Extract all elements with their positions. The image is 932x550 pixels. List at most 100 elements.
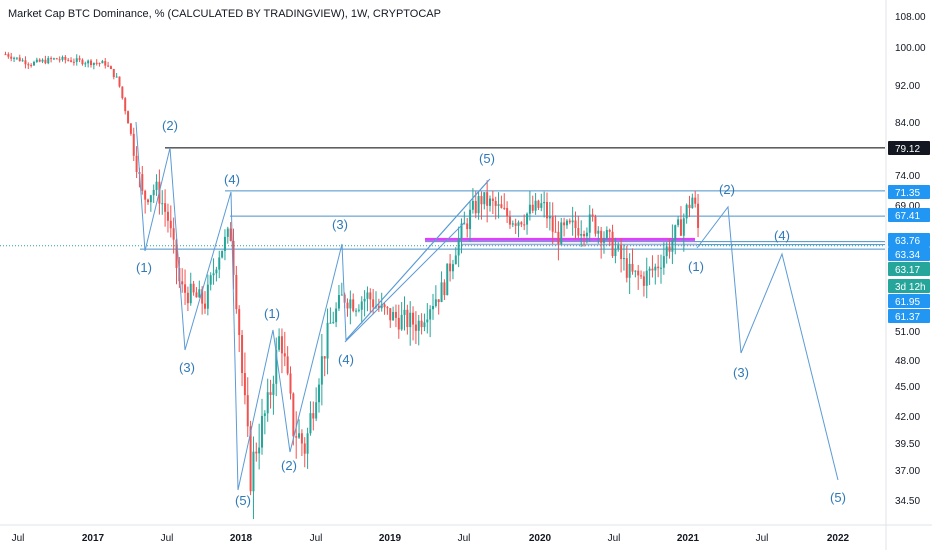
- price-tag[interactable]: [888, 309, 930, 323]
- candle-body[interactable]: [372, 299, 375, 308]
- candle-body[interactable]: [554, 231, 557, 233]
- candle-body[interactable]: [369, 292, 372, 300]
- candle-body[interactable]: [603, 238, 605, 243]
- candle-body[interactable]: [489, 198, 491, 206]
- candle-body[interactable]: [697, 203, 700, 228]
- candle-body[interactable]: [332, 322, 335, 324]
- candle-body[interactable]: [235, 274, 238, 310]
- candle-body[interactable]: [537, 200, 540, 208]
- candle-body[interactable]: [238, 309, 241, 336]
- candle-body[interactable]: [340, 294, 343, 296]
- candle-body[interactable]: [184, 284, 187, 293]
- candle-body[interactable]: [563, 222, 566, 226]
- candle-body[interactable]: [417, 320, 420, 331]
- candle-body[interactable]: [523, 224, 526, 226]
- candle-body[interactable]: [437, 299, 440, 303]
- candle-body[interactable]: [677, 219, 680, 226]
- candle-body[interactable]: [508, 216, 511, 225]
- candle-body[interactable]: [389, 308, 392, 321]
- candle-body[interactable]: [440, 282, 443, 303]
- candle-body[interactable]: [469, 209, 472, 230]
- candle-body[interactable]: [95, 62, 98, 64]
- candle-body[interactable]: [75, 58, 78, 62]
- candle-body[interactable]: [494, 201, 497, 206]
- candle-body[interactable]: [318, 384, 320, 403]
- candle-body[interactable]: [226, 228, 229, 237]
- candle-body[interactable]: [147, 199, 149, 203]
- candle-body[interactable]: [323, 356, 326, 359]
- candle-body[interactable]: [454, 255, 457, 265]
- candle-body[interactable]: [506, 208, 509, 217]
- candle-body[interactable]: [306, 433, 309, 454]
- candle-body[interactable]: [283, 353, 286, 357]
- candle-body[interactable]: [241, 335, 244, 374]
- magenta-zone[interactable]: [425, 237, 695, 241]
- candle-body[interactable]: [409, 312, 412, 328]
- candle-body[interactable]: [70, 60, 73, 62]
- candle-body[interactable]: [41, 59, 44, 62]
- candle-body[interactable]: [186, 292, 189, 304]
- candle-body[interactable]: [58, 59, 61, 61]
- candle-body[interactable]: [35, 59, 38, 62]
- candle-body[interactable]: [272, 383, 275, 395]
- candle-body[interactable]: [651, 268, 654, 271]
- candle-body[interactable]: [392, 311, 395, 321]
- candle-body[interactable]: [84, 63, 87, 65]
- candle-body[interactable]: [263, 413, 266, 416]
- candle-body[interactable]: [491, 198, 494, 202]
- price-tag[interactable]: [888, 294, 930, 308]
- candle-body[interactable]: [295, 436, 298, 438]
- candle-body[interactable]: [252, 451, 255, 492]
- candle-body[interactable]: [55, 58, 58, 60]
- candle-body[interactable]: [534, 200, 537, 211]
- candle-body[interactable]: [326, 322, 329, 359]
- candle-body[interactable]: [38, 59, 41, 62]
- price-tag[interactable]: [888, 279, 930, 293]
- candle-body[interactable]: [298, 433, 301, 438]
- candle-body[interactable]: [460, 223, 463, 239]
- candle-body[interactable]: [608, 230, 611, 232]
- candle-body[interactable]: [594, 216, 597, 234]
- candle-body[interactable]: [588, 214, 591, 233]
- candle-body[interactable]: [679, 219, 682, 236]
- candle-body[interactable]: [451, 264, 454, 272]
- candle-body[interactable]: [206, 284, 209, 309]
- candle-body[interactable]: [15, 57, 18, 59]
- candle-body[interactable]: [181, 281, 184, 285]
- candle-body[interactable]: [628, 263, 631, 278]
- candle-body[interactable]: [355, 310, 358, 312]
- candle-body[interactable]: [30, 64, 33, 66]
- candle-body[interactable]: [312, 413, 315, 419]
- candle-body[interactable]: [212, 273, 215, 276]
- price-tag[interactable]: [888, 262, 930, 276]
- candle-body[interactable]: [580, 234, 583, 236]
- candle-body[interactable]: [668, 246, 671, 252]
- candle-body[interactable]: [21, 60, 24, 62]
- candle-body[interactable]: [7, 54, 10, 57]
- candle-body[interactable]: [660, 267, 662, 269]
- candle-body[interactable]: [694, 197, 697, 204]
- candle-body[interactable]: [255, 451, 258, 454]
- candle-body[interactable]: [152, 189, 155, 196]
- candle-body[interactable]: [166, 211, 169, 221]
- candle-body[interactable]: [161, 203, 164, 205]
- candle-body[interactable]: [423, 322, 426, 328]
- candle-body[interactable]: [443, 282, 446, 296]
- candle-body[interactable]: [33, 61, 35, 66]
- candle-body[interactable]: [682, 218, 685, 236]
- candle-body[interactable]: [320, 356, 323, 385]
- candle-body[interactable]: [175, 239, 178, 268]
- candle-body[interactable]: [223, 236, 226, 251]
- candle-body[interactable]: [315, 402, 318, 419]
- candle-body[interactable]: [540, 203, 543, 208]
- candle-body[interactable]: [400, 314, 403, 330]
- candle-body[interactable]: [52, 58, 55, 60]
- candle-body[interactable]: [551, 216, 554, 232]
- elliott-wave-path[interactable]: [135, 121, 491, 491]
- candle-body[interactable]: [620, 244, 623, 259]
- candle-body[interactable]: [232, 240, 235, 275]
- candle-body[interactable]: [47, 58, 50, 64]
- candle-body[interactable]: [671, 240, 674, 252]
- candle-body[interactable]: [81, 59, 84, 65]
- candle-body[interactable]: [87, 60, 90, 64]
